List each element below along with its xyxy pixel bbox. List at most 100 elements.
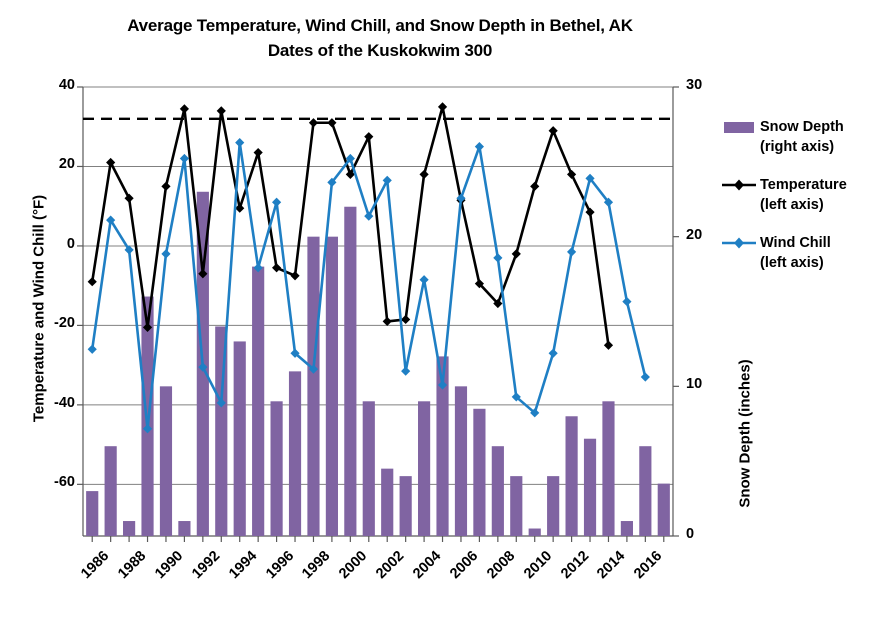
bar-snow-depth-1995[interactable]: [252, 266, 265, 536]
bar-snow-depth-2006[interactable]: [454, 386, 468, 536]
temperature-marker-1998[interactable]: [308, 118, 319, 128]
bar-snow-depth-2002[interactable]: [381, 468, 394, 536]
bar-snow-depth-1997[interactable]: [288, 371, 302, 536]
temperature-marker-1987[interactable]: [106, 157, 116, 168]
temperature-marker-2000[interactable]: [345, 169, 355, 180]
wind-chill-marker-1993[interactable]: [216, 398, 226, 408]
y-axis-tick--40: -40: [54, 394, 75, 411]
bar-snow-depth-2009[interactable]: [510, 476, 523, 536]
temperature-marker-2012[interactable]: [566, 169, 577, 180]
y-axis-tick--60: -60: [54, 474, 75, 491]
bar-snow-depth-2008[interactable]: [491, 446, 504, 536]
temperature-marker-1991[interactable]: [179, 104, 190, 114]
bar-snow-depth-1998[interactable]: [307, 236, 320, 536]
wind-chill-marker-2005[interactable]: [437, 380, 448, 390]
y-axis-tick-20: 20: [58, 156, 75, 173]
temperature-marker-1993[interactable]: [216, 106, 226, 116]
bar-snow-depth-1999[interactable]: [325, 236, 338, 536]
wind-chill-marker-2004[interactable]: [419, 275, 429, 285]
temperature-marker-1992[interactable]: [198, 269, 208, 279]
wind-chill-line-marker-icon: [722, 232, 756, 254]
bar-snow-depth-2017[interactable]: [657, 483, 670, 536]
bar-snow-depth-1991[interactable]: [178, 521, 191, 536]
bar-snow-depth-2003[interactable]: [399, 476, 412, 536]
wind-chill-marker-2002[interactable]: [382, 175, 392, 185]
bar-snow-depth-2010[interactable]: [528, 528, 541, 536]
bar-snow-depth-2005[interactable]: [436, 356, 449, 536]
wind-chill-marker-2007[interactable]: [474, 142, 485, 152]
wind-chill-marker-1986[interactable]: [87, 344, 97, 354]
temperature-marker-2003[interactable]: [401, 314, 411, 325]
bar-snow-depth-2004[interactable]: [418, 401, 431, 536]
wind-chill-marker-2010[interactable]: [530, 408, 540, 418]
temperature-marker-2014[interactable]: [603, 340, 614, 350]
wind-chill-marker-2009[interactable]: [511, 392, 521, 402]
bar-snow-depth-1988[interactable]: [123, 521, 136, 536]
temperature-marker-2001[interactable]: [364, 132, 374, 142]
temperature-marker-2010[interactable]: [530, 181, 540, 191]
bar-snow-depth-2014[interactable]: [602, 401, 615, 536]
temperature-marker-2011[interactable]: [548, 126, 558, 136]
wind-chill-marker-1995[interactable]: [253, 263, 263, 273]
bar-snow-depth-2001[interactable]: [362, 401, 375, 536]
bar-snow-depth-2016[interactable]: [639, 446, 652, 536]
wind-chill-marker-1999[interactable]: [327, 177, 337, 187]
bar-snow-depth-1996[interactable]: [270, 401, 283, 536]
wind-chill-marker-1988[interactable]: [124, 245, 134, 255]
wind-chill-marker-1996[interactable]: [271, 197, 282, 207]
bar-snow-depth-2013[interactable]: [583, 438, 597, 536]
wind-chill-marker-1994[interactable]: [235, 138, 245, 148]
temperature-marker-1986[interactable]: [87, 277, 97, 287]
wind-chill-marker-2000[interactable]: [345, 153, 355, 164]
temperature-marker-1995[interactable]: [253, 147, 263, 158]
bar-snow-depth-1994[interactable]: [233, 341, 246, 536]
wind-chill-marker-2011[interactable]: [548, 348, 558, 358]
temperature-marker-2007[interactable]: [474, 279, 485, 289]
wind-chill-marker-1991[interactable]: [179, 153, 190, 164]
temperature-marker-2004[interactable]: [419, 169, 429, 180]
legend-sub-snow-depth: (right axis): [760, 139, 835, 155]
wind-chill-marker-1990[interactable]: [161, 249, 171, 259]
bar-snow-depth-2015[interactable]: [620, 521, 633, 536]
wind-chill-marker-2001[interactable]: [364, 211, 374, 221]
bar-snow-depth-2007[interactable]: [473, 408, 486, 536]
chart-title-line-2: Dates of the Kuskokwim 300: [267, 40, 493, 60]
temperature-marker-1990[interactable]: [161, 181, 171, 191]
temperature-marker-1999[interactable]: [327, 118, 337, 128]
temperature-marker-2013[interactable]: [585, 207, 595, 217]
temperature-marker-1994[interactable]: [235, 203, 245, 213]
wind-chill-marker-2008[interactable]: [493, 253, 503, 263]
legend-item-wind-chill[interactable]: Wind Chill (left axis): [722, 232, 872, 271]
temperature-marker-1997[interactable]: [290, 271, 300, 281]
wind-chill-marker-1987[interactable]: [106, 215, 116, 225]
plot-area: [77, 86, 679, 542]
wind-chill-marker-2013[interactable]: [585, 173, 595, 183]
wind-chill-marker-2015[interactable]: [622, 296, 632, 307]
wind-chill-marker-2016[interactable]: [640, 372, 650, 382]
temperature-marker-2005[interactable]: [437, 102, 448, 112]
bar-snow-depth-2012[interactable]: [565, 416, 578, 536]
y2-axis-tick-30: 30: [686, 77, 703, 93]
bar-snow-depth-1993[interactable]: [215, 326, 228, 536]
wind-chill-marker-2012[interactable]: [566, 247, 577, 257]
bar-snow-depth-2000[interactable]: [344, 206, 357, 536]
legend-item-temperature[interactable]: Temperature (left axis): [722, 174, 872, 213]
wind-chill-marker-1997[interactable]: [290, 348, 300, 358]
temperature-marker-2002[interactable]: [382, 316, 392, 327]
temperature-marker-1989[interactable]: [142, 322, 153, 332]
bar-snow-depth-1986[interactable]: [86, 491, 99, 536]
bar-snow-depth-1990[interactable]: [159, 386, 173, 536]
temperature-marker-1988[interactable]: [124, 193, 134, 203]
legend-item-snow-depth[interactable]: Snow Depth (right axis): [722, 116, 872, 155]
bar-snow-depth-1987[interactable]: [104, 446, 117, 536]
wind-chill-marker-1989[interactable]: [142, 424, 153, 434]
temperature-marker-2009[interactable]: [511, 249, 521, 259]
wind-chill-marker-1998[interactable]: [308, 364, 319, 374]
wind-chill-marker-2014[interactable]: [603, 197, 614, 207]
wind-chill-marker-2003[interactable]: [401, 366, 411, 376]
temperature-marker-2008[interactable]: [493, 298, 503, 309]
temperature-marker-1996[interactable]: [271, 263, 282, 273]
wind-chill-marker-1992[interactable]: [198, 362, 208, 372]
bar-snow-depth-2011[interactable]: [547, 476, 560, 536]
wind-chill-marker-2006[interactable]: [456, 193, 466, 203]
